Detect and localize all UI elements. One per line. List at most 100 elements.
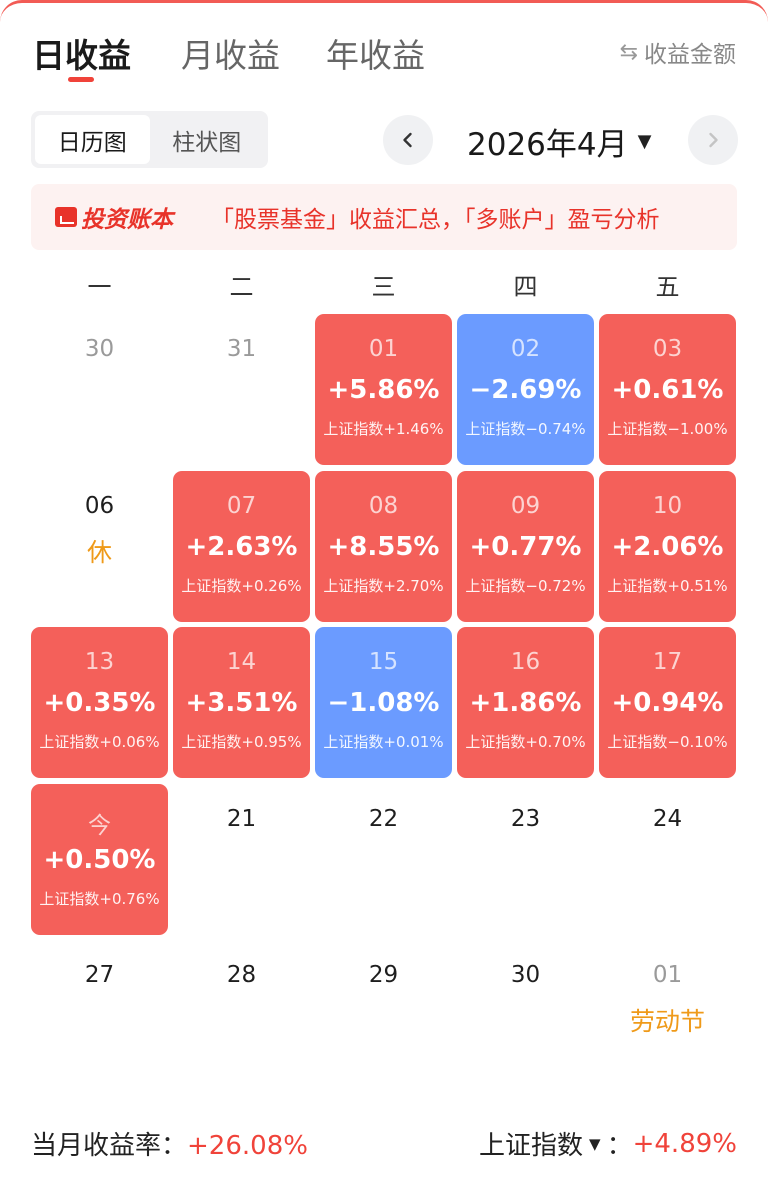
index-comparison-summary: 上证指数 ▼ ： +4.89% bbox=[479, 1125, 737, 1162]
banner-brand: 投资账本 bbox=[55, 200, 173, 234]
banner-brand-label: 投资账本 bbox=[81, 207, 173, 233]
day-number: 21 bbox=[226, 806, 257, 832]
day-number: 14 bbox=[226, 649, 257, 675]
calendar-day-cell: 28 bbox=[173, 940, 310, 1091]
daily-return: +0.35% bbox=[43, 688, 156, 718]
calendar-day-cell[interactable]: 02 −2.69% 上证指数−0.74% bbox=[457, 314, 594, 465]
banner-text: 「股票基金」收益汇总，「多账户」盈亏分析 bbox=[211, 207, 660, 233]
calendar-day-cell[interactable]: 10 +2.06% 上证指数+0.51% bbox=[599, 471, 736, 622]
daily-return: +3.51% bbox=[185, 688, 298, 718]
day-number: 22 bbox=[368, 806, 399, 832]
day-number: 10 bbox=[652, 493, 683, 519]
weekday-label: 三 bbox=[371, 273, 396, 301]
index-return: 上证指数+0.95% bbox=[181, 733, 302, 751]
day-number: 01 bbox=[652, 962, 683, 988]
daily-return: +1.86% bbox=[469, 688, 582, 718]
daily-return: −1.08% bbox=[327, 688, 440, 718]
calendar-day-cell[interactable]: 13 +0.35% 上证指数+0.06% bbox=[31, 627, 168, 778]
index-return-value: +4.89% bbox=[632, 1128, 737, 1159]
tab-daily-earnings[interactable]: 日收益 bbox=[32, 36, 131, 75]
index-return: 上证指数+1.46% bbox=[323, 420, 444, 438]
daily-return: +8.55% bbox=[327, 532, 440, 562]
day-number: 16 bbox=[510, 649, 541, 675]
day-number: 31 bbox=[226, 336, 257, 362]
day-number: 06 bbox=[84, 493, 115, 519]
tab-monthly-earnings[interactable]: 月收益 bbox=[181, 36, 280, 75]
view-toggle: 日历图 柱状图 bbox=[31, 111, 268, 168]
investment-ledger-banner[interactable]: 投资账本 「股票基金」收益汇总，「多账户」盈亏分析 bbox=[31, 184, 737, 250]
calendar-day-cell[interactable]: 01 +5.86% 上证指数+1.46% bbox=[315, 314, 452, 465]
index-selector-label[interactable]: 上证指数 bbox=[479, 1131, 584, 1161]
calendar-day-cell[interactable]: 16 +1.86% 上证指数+0.70% bbox=[457, 627, 594, 778]
weekday-label: 一 bbox=[87, 273, 112, 301]
calendar-day-cell: 06 休 bbox=[31, 471, 168, 622]
daily-return: +5.86% bbox=[327, 375, 440, 405]
tab-yearly-earnings[interactable]: 年收益 bbox=[326, 36, 425, 75]
calendar-day-cell: 27 bbox=[31, 940, 168, 1091]
calendar-day-cell: 01 劳动节 bbox=[599, 940, 736, 1091]
calendar-day-cell[interactable]: 08 +8.55% 上证指数+2.70% bbox=[315, 471, 452, 622]
ledger-icon bbox=[55, 207, 77, 227]
daily-return: −2.69% bbox=[469, 375, 582, 405]
day-number: 30 bbox=[84, 336, 115, 362]
calendar-view-button[interactable]: 日历图 bbox=[35, 115, 150, 164]
calendar-day-cell[interactable]: 14 +3.51% 上证指数+0.95% bbox=[173, 627, 310, 778]
month-return-value: +26.08% bbox=[187, 1131, 308, 1161]
amount-toggle-button[interactable]: ⇆ 收益金额 bbox=[620, 35, 736, 69]
caret-down-icon[interactable]: ▼ bbox=[589, 1134, 601, 1153]
day-number: 15 bbox=[368, 649, 399, 675]
index-return: 上证指数−0.72% bbox=[465, 577, 586, 595]
day-number: 今 bbox=[88, 813, 111, 839]
day-number: 23 bbox=[510, 806, 541, 832]
holiday-note: 休 bbox=[86, 538, 112, 567]
active-tab-indicator bbox=[68, 77, 94, 82]
calendar-day-cell[interactable]: 07 +2.63% 上证指数+0.26% bbox=[173, 471, 310, 622]
current-month-label: 2026年4月 bbox=[467, 127, 628, 163]
calendar-day-cell: 30 bbox=[457, 940, 594, 1091]
chevron-left-icon bbox=[403, 132, 412, 148]
calendar-day-cell[interactable]: 03 +0.61% 上证指数−1.00% bbox=[599, 314, 736, 465]
weekday-label: 五 bbox=[655, 273, 680, 301]
index-return: 上证指数−1.00% bbox=[607, 420, 728, 438]
daily-return: +0.50% bbox=[43, 845, 156, 875]
weekday-label: 二 bbox=[229, 273, 254, 301]
calendar-day-cell: 30 bbox=[31, 314, 168, 465]
calendar-day-cell: 24 bbox=[599, 784, 736, 935]
calendar-day-cell: 23 bbox=[457, 784, 594, 935]
daily-return: +0.77% bbox=[469, 532, 582, 562]
day-number: 08 bbox=[368, 493, 399, 519]
index-return: 上证指数−0.74% bbox=[465, 420, 586, 438]
index-return: 上证指数+0.51% bbox=[607, 577, 728, 595]
month-return-label: 当月收益率： bbox=[31, 1131, 188, 1161]
daily-return: +2.63% bbox=[185, 532, 298, 562]
amount-toggle-label: 收益金额 bbox=[644, 42, 736, 68]
month-return-summary: 当月收益率：+26.08% bbox=[31, 1125, 308, 1162]
daily-return: +2.06% bbox=[611, 532, 724, 562]
holiday-note: 劳动节 bbox=[629, 1007, 705, 1036]
day-number: 28 bbox=[226, 962, 257, 988]
day-number: 29 bbox=[368, 962, 399, 988]
index-return: 上证指数+0.70% bbox=[465, 733, 586, 751]
calendar-day-cell: 22 bbox=[315, 784, 452, 935]
day-number: 27 bbox=[84, 962, 115, 988]
day-number: 13 bbox=[84, 649, 115, 675]
day-number: 24 bbox=[652, 806, 683, 832]
prev-month-button[interactable] bbox=[383, 115, 433, 165]
calendar-day-cell[interactable]: 今 +0.50% 上证指数+0.76% bbox=[31, 784, 168, 935]
calendar-day-cell[interactable]: 15 −1.08% 上证指数+0.01% bbox=[315, 627, 452, 778]
bar-view-button[interactable]: 柱状图 bbox=[172, 129, 242, 156]
calendar-day-cell[interactable]: 09 +0.77% 上证指数−0.72% bbox=[457, 471, 594, 622]
index-return: 上证指数−0.10% bbox=[607, 733, 728, 751]
index-return: 上证指数+0.76% bbox=[39, 890, 160, 908]
month-selector[interactable]: 2026年4月 ▼ bbox=[467, 119, 651, 164]
calendar-day-cell[interactable]: 17 +0.94% 上证指数−0.10% bbox=[599, 627, 736, 778]
caret-down-icon: ▼ bbox=[637, 131, 652, 152]
calendar-day-cell: 21 bbox=[173, 784, 310, 935]
index-return: 上证指数+2.70% bbox=[323, 577, 444, 595]
day-number: 07 bbox=[226, 493, 257, 519]
day-number: 17 bbox=[652, 649, 683, 675]
day-number: 01 bbox=[368, 336, 399, 362]
chevron-right-icon bbox=[709, 132, 718, 148]
next-month-button[interactable] bbox=[688, 115, 738, 165]
